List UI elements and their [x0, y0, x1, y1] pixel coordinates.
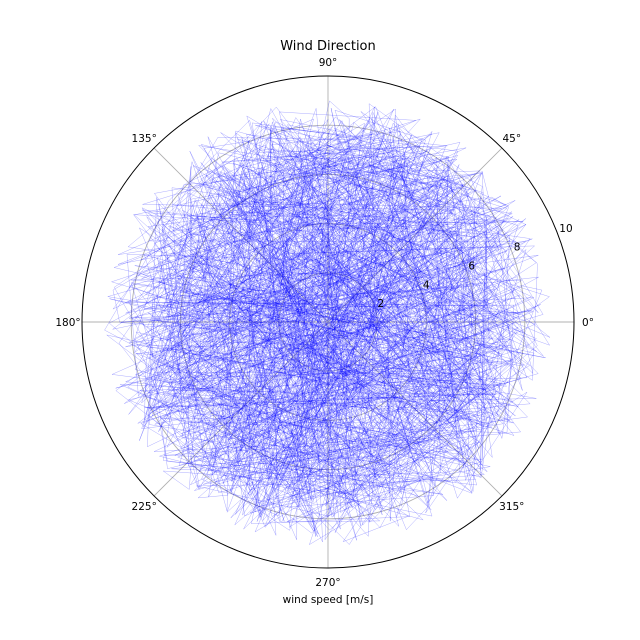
series-wind-line [104, 100, 551, 545]
polar-frame [81, 75, 575, 569]
theta-tick-label-225: 225° [132, 501, 157, 513]
theta-tick-label-0: 0° [582, 317, 594, 329]
theta-tick-label-90: 90° [319, 57, 338, 69]
wind-trace [104, 100, 551, 545]
theta-tick-label-315: 315° [499, 501, 524, 513]
x-axis-label: wind speed [m/s] [283, 594, 374, 606]
theta-tick-label-135: 135° [132, 133, 157, 145]
chart-title: Wind Direction [280, 39, 376, 54]
tick-labels: 0° 45° 90° 135° 180° 225° 270° 315° 2 4 6 8 10 [55, 57, 594, 589]
r-gridline-8 [130, 124, 526, 520]
r-tick-label-10: 10 [559, 223, 572, 235]
theta-tick-label-270: 270° [315, 577, 340, 589]
r-tick-label-6: 6 [468, 261, 475, 273]
theta-tick-label-45: 45° [502, 133, 521, 145]
polar-outer-frame [81, 75, 575, 569]
r-tick-label-2: 2 [378, 298, 385, 310]
theta-tick-label-180: 180° [55, 317, 80, 329]
r-tick-label-4: 4 [423, 279, 430, 291]
r-tick-label-8: 8 [514, 242, 521, 254]
